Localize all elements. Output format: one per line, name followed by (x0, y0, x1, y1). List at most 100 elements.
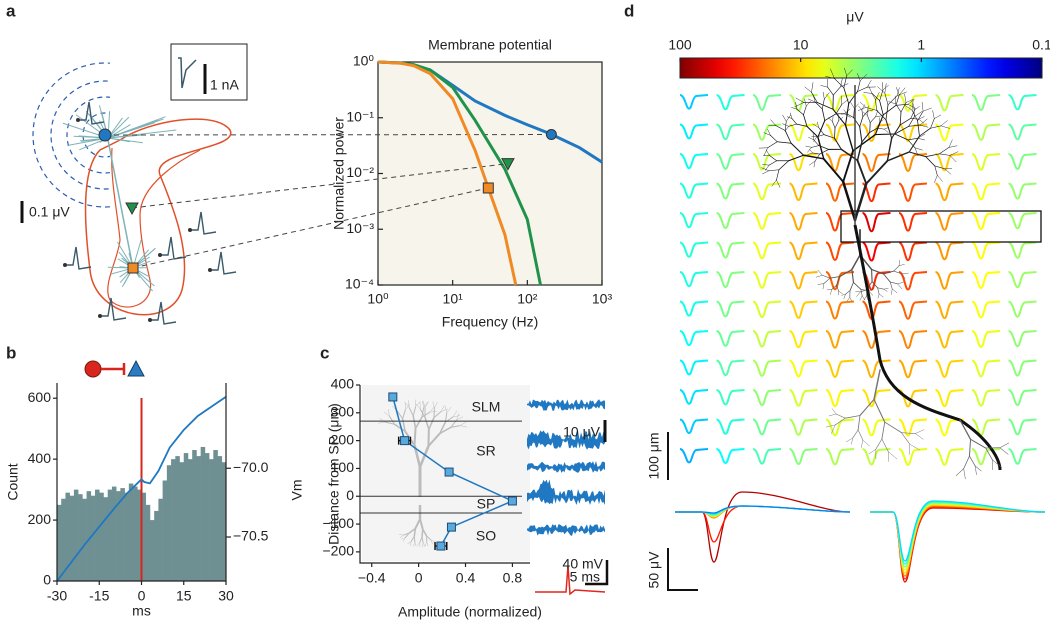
neurite (914, 147, 923, 151)
neurite (884, 92, 889, 106)
neurite (770, 135, 778, 143)
trace (971, 359, 1001, 378)
neurite (796, 123, 808, 127)
bar (171, 459, 176, 581)
lfp-trace (527, 479, 605, 505)
trace (716, 182, 745, 200)
trace (862, 448, 891, 466)
neurite (824, 113, 837, 121)
neurite (970, 438, 987, 449)
trace (679, 153, 709, 170)
neurite (869, 116, 876, 123)
dendrite-image (412, 406, 417, 417)
neurite (884, 83, 887, 94)
y-tick-label: 600 (28, 389, 52, 405)
bar (149, 520, 155, 581)
neurite (831, 424, 836, 434)
neurite (827, 86, 834, 96)
electrode (208, 268, 212, 272)
bar (221, 462, 227, 581)
trace (752, 182, 782, 201)
trace (679, 448, 709, 464)
neurite (898, 263, 905, 267)
lfp-trace (527, 524, 605, 536)
trace (789, 271, 818, 290)
trace (716, 153, 745, 170)
neurite (851, 437, 853, 445)
neurite (917, 120, 920, 137)
y-tick-label: 400 (28, 450, 52, 466)
trace (679, 241, 709, 258)
neurite (859, 126, 863, 143)
bar (95, 489, 100, 581)
trace (679, 330, 709, 347)
dendrite-image (446, 406, 452, 414)
dendrite-image (396, 410, 404, 420)
trace (789, 300, 818, 319)
neurite (767, 129, 771, 136)
neurite (862, 110, 868, 118)
scale-bar (585, 560, 609, 586)
avg-trace (675, 505, 851, 515)
dendrite (107, 124, 131, 139)
neurite (883, 288, 888, 292)
neurite (834, 120, 839, 129)
neurite (901, 432, 911, 445)
dendrite-image (378, 421, 386, 424)
dendrite-image (434, 401, 438, 409)
layer-label: SLM (472, 399, 501, 415)
neurite (822, 283, 825, 290)
neurite (912, 103, 915, 111)
neurite (968, 438, 972, 457)
neurite (893, 270, 903, 275)
eap-trace (78, 101, 105, 125)
layer-label: SP (477, 496, 496, 512)
neurite (802, 154, 825, 160)
neurite (776, 141, 792, 144)
neurite (948, 139, 953, 148)
neurite (897, 281, 904, 285)
highlight-box (840, 210, 1042, 243)
neurite (812, 152, 820, 155)
neurite (963, 468, 966, 480)
dendrite-image (424, 401, 429, 408)
trace (752, 359, 782, 377)
trace (1008, 123, 1037, 141)
dendrite-image (415, 403, 421, 410)
neurite (856, 141, 863, 162)
neurite (918, 116, 925, 120)
trace (752, 300, 782, 319)
neurite (817, 283, 825, 285)
neurite (791, 107, 798, 110)
trace (716, 448, 745, 465)
trace (1008, 330, 1037, 348)
neurite (816, 102, 834, 110)
neurite (891, 288, 893, 295)
neurite (918, 118, 924, 124)
y-tick-label: 10⁻³ (346, 220, 374, 236)
neurite (831, 408, 837, 415)
trace (862, 389, 891, 408)
neurite (875, 99, 877, 111)
neurite (805, 145, 812, 148)
neurite (944, 168, 952, 175)
bar (120, 488, 125, 581)
trace (971, 182, 1001, 201)
dendrite-image (403, 532, 410, 536)
neurite (974, 465, 982, 472)
dendrite-image (410, 535, 415, 542)
electrode (158, 253, 162, 257)
lfp-trace (527, 399, 605, 411)
trace (862, 359, 891, 379)
trace (935, 300, 964, 320)
neurite (888, 451, 898, 460)
trace (789, 330, 818, 349)
point (400, 436, 410, 446)
trace (716, 359, 745, 377)
connector (131, 163, 509, 209)
neurite (879, 119, 884, 123)
bar (187, 459, 193, 581)
neurite (765, 149, 770, 156)
neurite (808, 137, 814, 140)
neurite (901, 273, 906, 279)
